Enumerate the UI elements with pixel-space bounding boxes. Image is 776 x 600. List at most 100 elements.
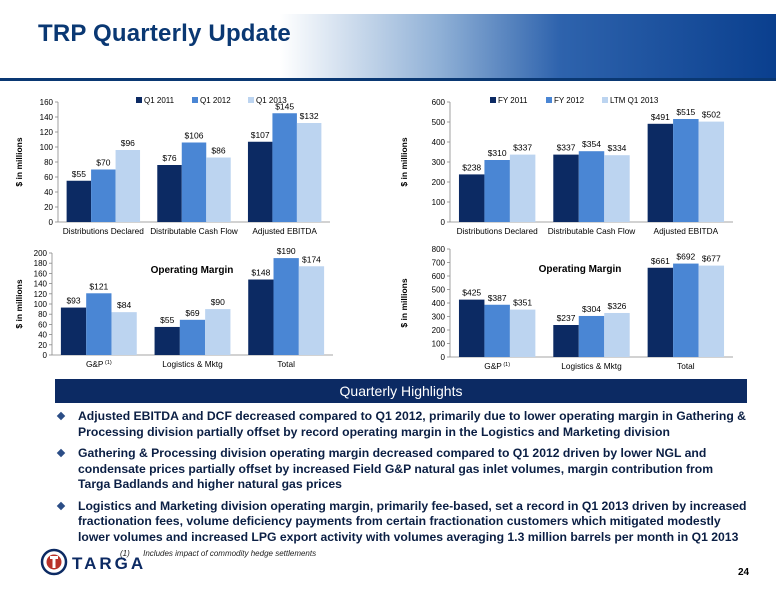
bar: [673, 119, 699, 222]
bar: [248, 279, 274, 355]
y-tick-label: 60: [38, 320, 47, 329]
bar: [206, 157, 231, 222]
category-label: G&P (1): [484, 361, 510, 371]
y-tick-label: 500: [432, 118, 446, 127]
bar: [179, 319, 206, 355]
bar-value-label: $425: [462, 288, 481, 298]
y-tick-label: 200: [34, 249, 48, 258]
legend-label: Q1 2011: [144, 96, 175, 105]
chart-title: Operating Margin: [151, 265, 234, 276]
y-tick-label: 140: [40, 113, 54, 122]
bar: [604, 312, 630, 357]
y-tick-label: 160: [40, 98, 54, 107]
category-label: Logistics & Mktg: [561, 361, 622, 371]
y-tick-label: 180: [34, 259, 48, 268]
bar: [578, 151, 605, 222]
bar: [553, 325, 579, 357]
y-tick-label: 300: [432, 158, 446, 167]
page-number: 24: [738, 567, 750, 578]
bar-value-label: $174: [302, 254, 321, 264]
y-tick-label: 600: [432, 98, 446, 107]
bar-value-label: $337: [557, 143, 576, 153]
bar-value-label: $86: [211, 146, 225, 156]
bar-value-label: $661: [651, 256, 670, 266]
bar-value-label: $238: [462, 162, 481, 172]
y-tick-label: 120: [40, 128, 54, 137]
y-tick-label: 40: [38, 331, 47, 340]
bar-value-label: $354: [582, 139, 601, 149]
bar-value-label: $237: [557, 313, 576, 323]
y-tick-label: 120: [34, 290, 48, 299]
bar: [66, 180, 92, 222]
bar-value-label: $190: [277, 246, 296, 256]
y-tick-label: 700: [432, 259, 446, 268]
legend-label: FY 2011: [498, 96, 528, 105]
highlight-item: Logistics and Marketing division operati…: [56, 498, 748, 546]
bar-value-label: $145: [275, 101, 294, 111]
bar-value-label: $90: [211, 297, 225, 307]
footnote-text: Includes impact of commodity hedge settl…: [143, 549, 317, 558]
diamond-bullet-icon: [56, 448, 66, 458]
category-label: Distributions Declared: [63, 226, 145, 236]
bar: [509, 154, 536, 222]
bar-value-label: $107: [251, 130, 270, 140]
highlight-text: Gathering & Processing division operatin…: [78, 446, 714, 491]
bar-value-label: $334: [608, 143, 627, 153]
bar-value-label: $76: [162, 153, 176, 163]
bar: [247, 141, 273, 222]
bar-value-label: $69: [185, 308, 199, 318]
highlight-text: Logistics and Marketing division operati…: [78, 498, 747, 544]
y-tick-label: 160: [34, 269, 48, 278]
bar: [647, 267, 674, 357]
y-tick-label: 0: [43, 351, 48, 360]
legend-swatch: [602, 97, 608, 103]
chart-distributions-quarterly: 0 20 40 60 80 100 120 140 160 $ in millions $55 $70…: [14, 96, 330, 236]
y-tick-label: 0: [441, 218, 446, 227]
category-label: Total: [677, 361, 695, 371]
bar-value-label: $677: [702, 254, 721, 264]
diamond-bullet-icon: [56, 411, 66, 421]
bar: [298, 266, 325, 355]
category-superscript: (1): [103, 360, 111, 366]
bar-value-label: $121: [89, 281, 108, 291]
y-axis-label: $ in millions: [14, 279, 24, 328]
legend-label: Q1 2012: [200, 96, 231, 105]
y-tick-label: 200: [432, 326, 446, 335]
bar-value-label: $515: [676, 107, 695, 117]
logo-wordmark: TARGA: [72, 554, 146, 573]
y-tick-label: 600: [432, 272, 446, 281]
bar-value-label: $106: [185, 131, 204, 141]
legend-swatch: [248, 97, 254, 103]
bar: [698, 121, 725, 222]
y-tick-label: 100: [432, 198, 446, 207]
y-tick-label: 80: [44, 158, 53, 167]
category-label: Total: [277, 359, 295, 369]
y-tick-label: 100: [432, 340, 446, 349]
category-label: Distributions Declared: [457, 226, 539, 236]
bar-value-label: $55: [160, 315, 174, 325]
legend-swatch: [192, 97, 198, 103]
bar: [181, 142, 207, 222]
y-tick-label: 100: [34, 300, 48, 309]
category-label: G&P (1): [86, 359, 112, 369]
diamond-bullet-icon: [56, 501, 66, 510]
bar: [698, 265, 725, 357]
y-tick-label: 100: [40, 143, 54, 152]
bar: [273, 258, 299, 355]
highlights-list: Adjusted EBITDA and DCF decreased compar…: [56, 409, 748, 551]
bar: [458, 174, 485, 222]
bar: [647, 123, 674, 222]
bar: [484, 160, 510, 222]
bar: [458, 299, 485, 357]
targa-logo: TARGA: [40, 548, 146, 576]
category-label: Adjusted EBITDA: [654, 226, 719, 236]
bar: [484, 304, 510, 357]
y-tick-label: 80: [38, 310, 47, 319]
y-tick-label: 400: [432, 138, 446, 147]
y-tick-label: 40: [44, 188, 53, 197]
bar-value-label: $351: [513, 298, 532, 308]
bar-value-label: $84: [117, 300, 131, 310]
legend-swatch: [546, 97, 552, 103]
bar: [673, 263, 699, 357]
